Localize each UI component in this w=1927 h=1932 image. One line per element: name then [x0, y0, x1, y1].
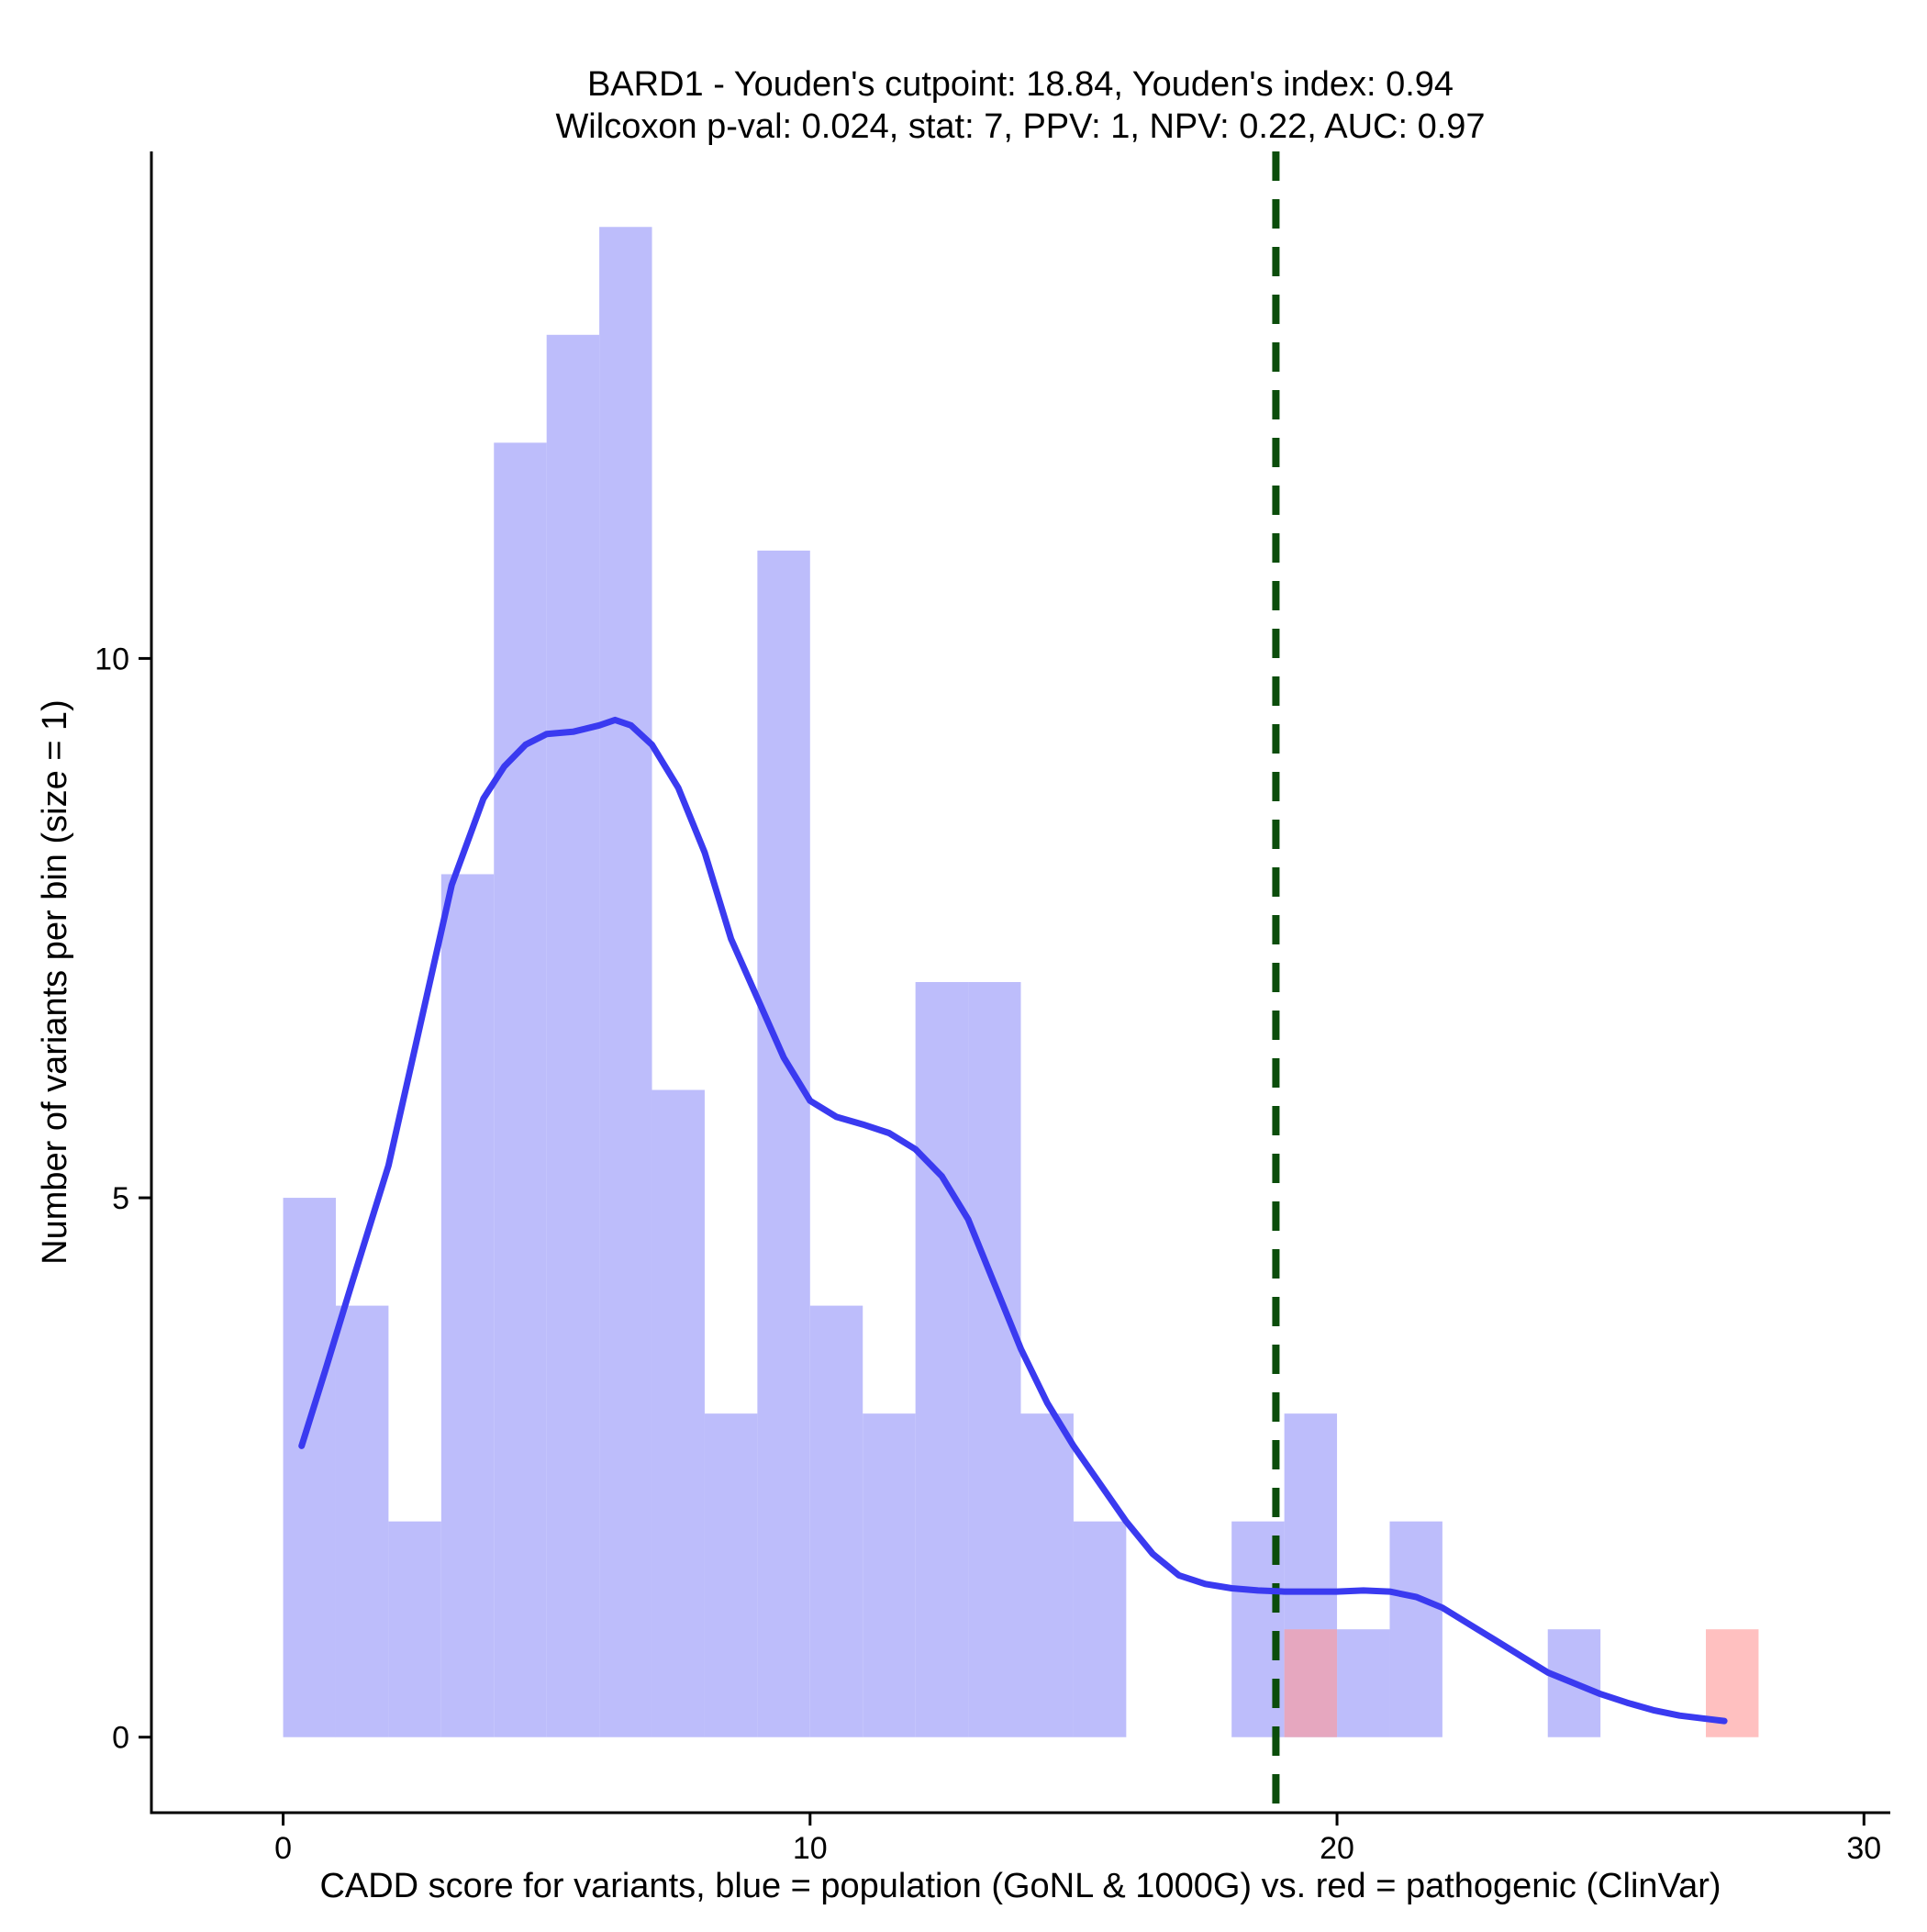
- y-axis-ticks: 0 5 10: [95, 642, 151, 1756]
- histogram-bar: [388, 1521, 441, 1737]
- histogram-bar: [757, 550, 810, 1737]
- histogram-bar: [1284, 1629, 1338, 1737]
- density-curve: [298, 716, 1728, 1725]
- histogram-bar: [1337, 1629, 1390, 1737]
- histogram-bar: [283, 1198, 336, 1737]
- histogram-bar: [915, 982, 969, 1737]
- histogram-bar: [809, 1305, 863, 1737]
- density-curve-layer: [298, 716, 1728, 1725]
- histogram-bar: [546, 334, 600, 1737]
- histogram-bar: [335, 1305, 389, 1737]
- chart-subtitle: Wilcoxon p-val: 0.024, stat: 7, PPV: 1, …: [555, 107, 1485, 146]
- histogram-bar: [863, 1413, 916, 1737]
- x-tick-label: 20: [1320, 1831, 1354, 1866]
- histogram-bar: [1020, 1413, 1074, 1737]
- bars-layer: [283, 227, 1759, 1737]
- histogram-bar: [652, 1089, 705, 1737]
- y-tick-label: 0: [112, 1721, 129, 1756]
- x-axis-label: CADD score for variants, blue = populati…: [319, 1867, 1721, 1905]
- histogram-bar: [704, 1413, 758, 1737]
- axes-layer: [150, 151, 1890, 1815]
- x-tick-label: 0: [274, 1831, 292, 1866]
- histogram-bar: [968, 982, 1021, 1737]
- y-tick-label: 5: [112, 1181, 129, 1216]
- x-tick-label: 10: [793, 1831, 828, 1866]
- histogram-bar: [599, 227, 652, 1737]
- histogram-bar: [440, 874, 495, 1737]
- y-axis-label: Number of variants per bin (size = 1): [36, 699, 74, 1265]
- x-tick-label: 30: [1846, 1831, 1881, 1866]
- chart-title: BARD1 - Youden's cutpoint: 18.84, Youden…: [587, 65, 1454, 104]
- histogram-bar: [1389, 1521, 1442, 1737]
- series-population: [283, 227, 1601, 1737]
- histogram-bar: [1073, 1521, 1127, 1737]
- x-axis-ticks: 0 10 20 30: [274, 1813, 1881, 1866]
- histogram-bar: [494, 442, 547, 1737]
- y-tick-label: 10: [95, 642, 129, 676]
